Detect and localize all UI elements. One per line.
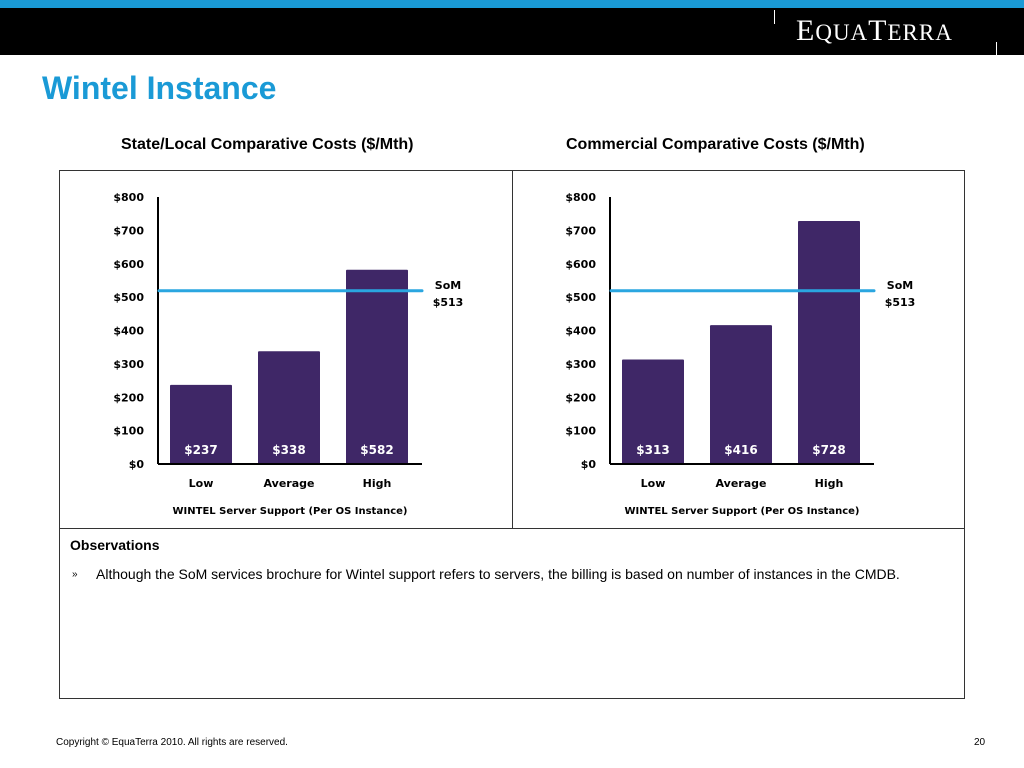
copyright-footer: Copyright © EquaTerra 2010. All rights a… <box>56 737 288 748</box>
bar <box>798 221 860 464</box>
right-chart-heading: Commercial Comparative Costs ($/Mth) <box>566 136 865 153</box>
observation-item: Although the SoM services brochure for W… <box>96 566 900 582</box>
page-number: 20 <box>974 737 986 748</box>
bar-value-label: $728 <box>812 443 845 457</box>
logo-divider-top <box>774 10 775 24</box>
y-tick-label: $500 <box>565 291 596 304</box>
y-tick-label: $300 <box>113 358 144 371</box>
y-tick-label: $0 <box>581 458 597 471</box>
y-tick-label: $700 <box>113 224 144 237</box>
bar-value-label: $237 <box>184 443 217 457</box>
x-tick-label: Average <box>716 477 767 490</box>
bar-value-label: $313 <box>636 443 669 457</box>
y-tick-label: $600 <box>113 258 144 271</box>
som-label: SoM <box>435 279 461 292</box>
header-bar <box>0 8 1024 55</box>
y-tick-label: $100 <box>113 425 144 438</box>
observations-title: Observations <box>70 537 160 553</box>
y-tick-label: $200 <box>113 391 144 404</box>
x-tick-label: Low <box>641 477 666 490</box>
x-tick-label: Low <box>189 477 214 490</box>
y-tick-label: $400 <box>113 325 144 338</box>
y-tick-label: $100 <box>565 425 596 438</box>
x-axis-label: WINTEL Server Support (Per OS Instance) <box>173 506 408 517</box>
y-tick-label: $700 <box>565 224 596 237</box>
y-tick-label: $200 <box>565 391 596 404</box>
y-tick-label: $400 <box>565 325 596 338</box>
y-tick-label: $800 <box>565 191 596 204</box>
bullet-marker: » <box>72 569 78 580</box>
y-tick-label: $600 <box>565 258 596 271</box>
bar <box>258 351 320 464</box>
top-accent-bar <box>0 0 1024 8</box>
y-tick-label: $0 <box>129 458 145 471</box>
page-title: Wintel Instance <box>42 70 277 106</box>
x-tick-label: High <box>363 477 392 490</box>
equaterra-logo: EQUATERRA <box>796 14 953 47</box>
y-tick-label: $500 <box>113 291 144 304</box>
bar <box>170 384 232 464</box>
y-tick-label: $800 <box>113 191 144 204</box>
bar-value-label: $582 <box>360 443 393 457</box>
bar-value-label: $416 <box>724 443 757 457</box>
y-tick-label: $300 <box>565 358 596 371</box>
x-tick-label: Average <box>264 477 315 490</box>
chart-divider <box>512 171 513 529</box>
som-value-label: $513 <box>885 296 916 309</box>
observations-divider <box>60 528 964 529</box>
bar <box>622 359 684 464</box>
x-axis-label: WINTEL Server Support (Per OS Instance) <box>625 506 860 517</box>
content-frame <box>59 170 965 699</box>
som-label: SoM <box>887 279 913 292</box>
bar <box>710 325 772 464</box>
left-chart-heading: State/Local Comparative Costs ($/Mth) <box>121 136 414 153</box>
bar-value-label: $338 <box>272 443 305 457</box>
state-local-bar-chart: $0 $100 $200 $300 $400 $500 $600 $700 $800 $237 Lo… <box>113 191 464 517</box>
commercial-bar-chart: $0 $100 $200 $300 $400 $500 $600 $700 $800 $313 Lo… <box>565 191 916 517</box>
bar <box>346 269 408 464</box>
logo-divider-bottom <box>996 42 997 55</box>
som-value-label: $513 <box>433 296 464 309</box>
x-tick-label: High <box>815 477 844 490</box>
